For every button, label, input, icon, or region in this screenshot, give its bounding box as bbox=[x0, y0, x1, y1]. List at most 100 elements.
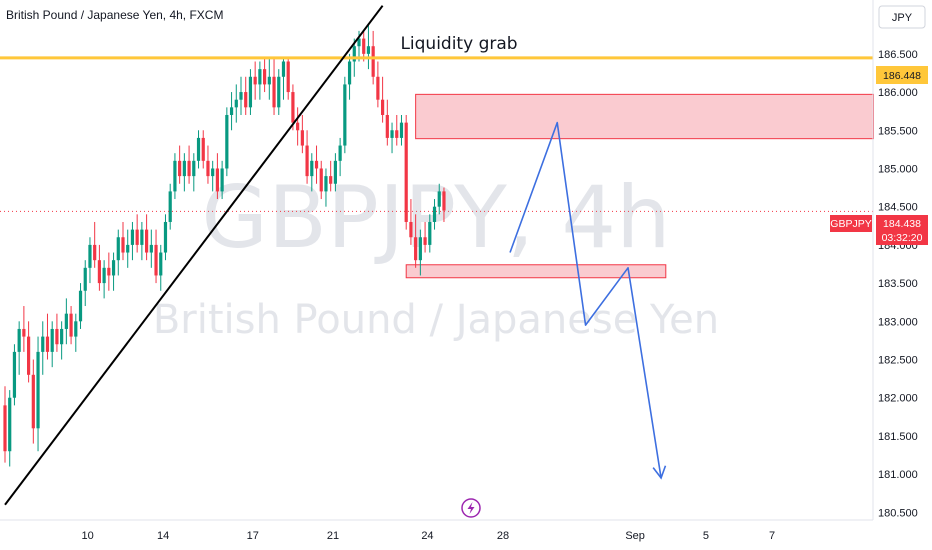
candle bbox=[178, 145, 182, 184]
level-price-tag-text: 186.448 bbox=[883, 70, 921, 82]
candle-body bbox=[352, 46, 356, 62]
candle bbox=[12, 344, 17, 406]
candle bbox=[36, 336, 40, 452]
y-tick-label: 186.500 bbox=[878, 49, 918, 61]
currency-button-label[interactable]: JPY bbox=[892, 12, 913, 24]
candle bbox=[140, 221, 144, 261]
candle bbox=[423, 221, 427, 253]
candle bbox=[229, 92, 234, 131]
candle bbox=[385, 99, 389, 146]
y-tick-label: 184.500 bbox=[878, 202, 918, 214]
candle-body bbox=[258, 69, 262, 85]
candle bbox=[111, 252, 116, 291]
candle-body bbox=[418, 237, 422, 261]
candle bbox=[8, 390, 12, 467]
liquidity-grab-annotation: Liquidity grab bbox=[400, 34, 517, 54]
candle-body bbox=[187, 160, 191, 177]
candle bbox=[168, 183, 172, 230]
candle-body bbox=[409, 221, 413, 238]
candle bbox=[130, 221, 135, 261]
y-tick-label: 185.500 bbox=[878, 125, 918, 137]
candle-body bbox=[319, 168, 323, 192]
candle-body bbox=[69, 313, 73, 337]
candle-body bbox=[55, 328, 59, 345]
candle-body bbox=[201, 137, 205, 161]
candle bbox=[414, 214, 418, 268]
y-tick-label: 183.500 bbox=[878, 278, 918, 290]
projection-arrowhead bbox=[652, 465, 667, 480]
candle bbox=[64, 298, 68, 345]
x-tick-label: Sep bbox=[625, 530, 645, 542]
candle-body bbox=[253, 76, 257, 85]
candle-body bbox=[27, 336, 31, 375]
candle bbox=[196, 130, 201, 169]
zones-layer bbox=[405, 93, 874, 279]
lightning-icon-glyph[interactable] bbox=[467, 502, 475, 514]
y-tick-label: 181.000 bbox=[878, 469, 918, 481]
x-tick-label: 10 bbox=[81, 530, 93, 542]
candle-body bbox=[310, 160, 314, 177]
candle bbox=[78, 283, 83, 329]
candle bbox=[74, 313, 78, 352]
candle bbox=[442, 187, 446, 222]
y-tick-label: 183.000 bbox=[878, 316, 918, 328]
candle-body bbox=[168, 191, 172, 222]
x-tick-label: 5 bbox=[703, 530, 709, 542]
candle-body bbox=[376, 76, 380, 100]
candle-body bbox=[83, 267, 87, 291]
level-price-tag: 186.448 bbox=[876, 66, 928, 84]
candle bbox=[102, 260, 106, 299]
symbol-tag-bg bbox=[830, 215, 872, 232]
candle-body bbox=[64, 313, 68, 329]
candle-body bbox=[366, 46, 371, 54]
candle-body bbox=[248, 76, 253, 108]
symbol-price-tag: GBPJPY 184.438 03:32:20 bbox=[830, 215, 928, 245]
candle-body bbox=[178, 160, 182, 177]
candle-body bbox=[3, 405, 7, 452]
currency-button[interactable]: JPY bbox=[878, 5, 926, 29]
candle bbox=[310, 153, 314, 192]
candle bbox=[319, 160, 323, 200]
x-tick-label: 7 bbox=[769, 530, 775, 542]
candle bbox=[41, 321, 45, 375]
lines-layer bbox=[0, 5, 873, 506]
candle bbox=[300, 114, 304, 154]
candle-body bbox=[211, 168, 215, 177]
candle bbox=[277, 69, 281, 115]
candle bbox=[225, 107, 229, 177]
lightning-icon[interactable] bbox=[461, 498, 481, 518]
currency-button-frame[interactable] bbox=[878, 5, 926, 29]
candle-body bbox=[140, 229, 144, 245]
candle bbox=[399, 114, 404, 146]
candle-body bbox=[163, 221, 168, 253]
price-axis[interactable]: 187.000186.500186.000185.500185.000184.5… bbox=[878, 11, 918, 520]
candle-body bbox=[102, 267, 106, 284]
candle bbox=[154, 229, 158, 284]
candle bbox=[206, 145, 210, 184]
candle-body bbox=[314, 160, 319, 169]
candle bbox=[55, 313, 59, 352]
candle bbox=[215, 153, 219, 200]
candle-body bbox=[371, 46, 375, 77]
candle-body bbox=[196, 137, 201, 161]
candle bbox=[248, 69, 253, 115]
candle bbox=[107, 252, 111, 291]
candle-body bbox=[17, 328, 21, 352]
zone-1 bbox=[415, 93, 874, 140]
candle bbox=[390, 122, 394, 154]
candle-body bbox=[343, 84, 347, 146]
y-tick-label: 186.000 bbox=[878, 87, 918, 99]
candle-body bbox=[22, 328, 26, 337]
candle bbox=[145, 214, 149, 261]
candle bbox=[97, 244, 101, 291]
candle bbox=[17, 321, 21, 375]
candle bbox=[135, 214, 139, 253]
candle bbox=[244, 76, 248, 115]
candle-body bbox=[74, 321, 78, 337]
candle bbox=[163, 214, 168, 261]
time-axis[interactable]: 10 14 17 21 24 28 Sep 5 7 bbox=[81, 530, 775, 542]
candle-body bbox=[333, 160, 337, 184]
candle-body bbox=[45, 336, 50, 352]
candle bbox=[93, 221, 97, 268]
candle-body bbox=[296, 122, 300, 131]
